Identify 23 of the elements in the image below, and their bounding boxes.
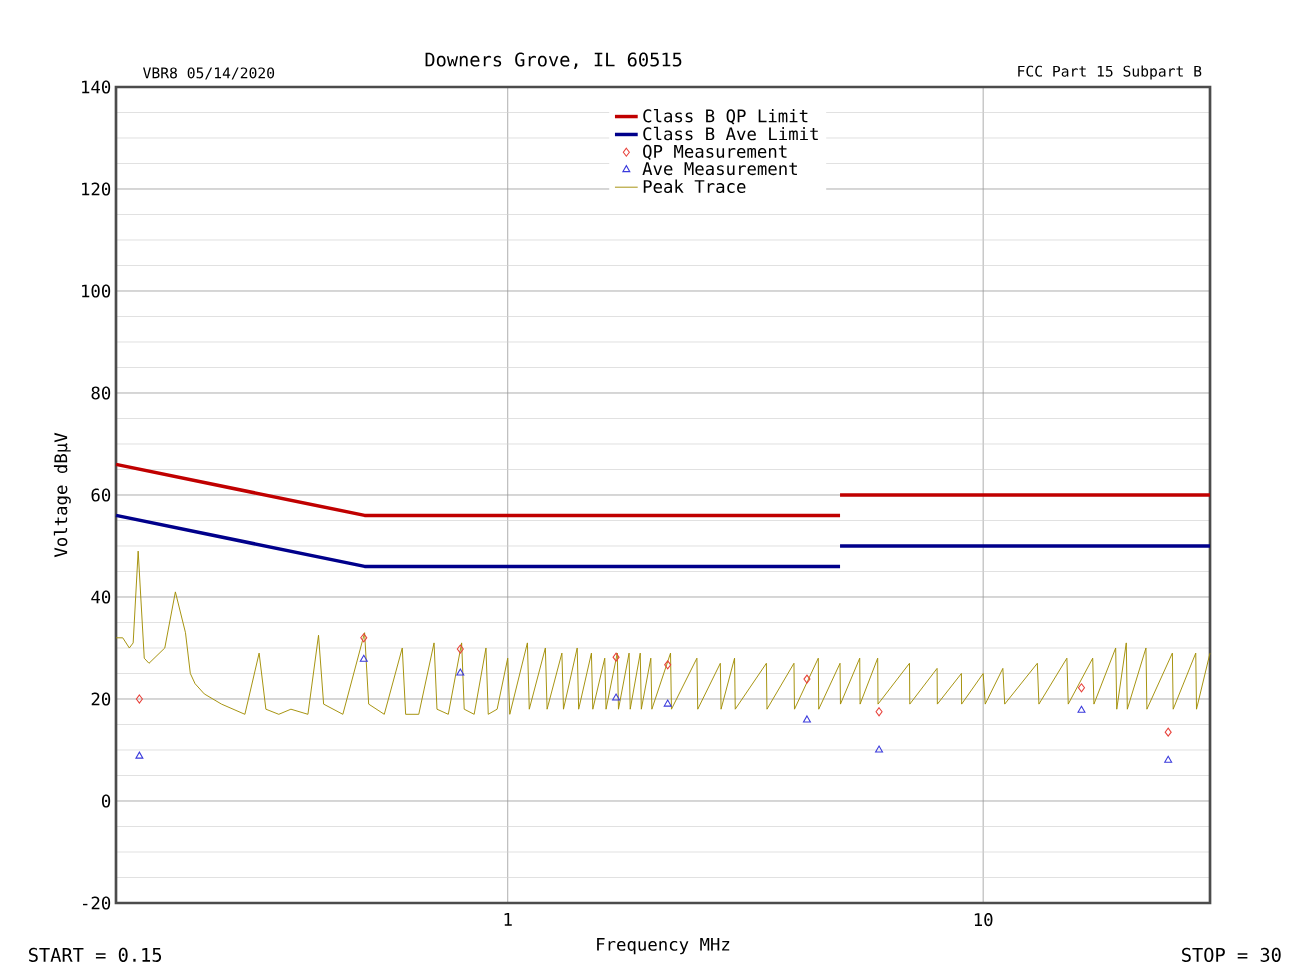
text: FCC Part 15 Subpart B — [1018, 65, 1202, 80]
text: START = 0.15 — [28, 947, 162, 962]
text: STOP = 30 — [1182, 947, 1281, 962]
y-axis-title: Voltage dBµV — [53, 432, 71, 558]
legend-label: Class B Ave Limit — [643, 126, 818, 141]
y-tick-label: 60 — [91, 488, 111, 502]
chart-subtitle: Downers Grove, IL 60515 — [425, 52, 682, 69]
y-tick-label: 40 — [91, 590, 111, 604]
legend-label: Class B QP Limit — [643, 108, 808, 125]
y-tick-label: 100 — [82, 284, 111, 298]
y-tick-label: 140 — [82, 80, 111, 94]
text: VBR8 05/14/2020 — [143, 67, 275, 80]
y-tick-label: 120 — [82, 182, 111, 196]
legend-label: Ave Measurement — [642, 162, 797, 176]
y-tick-label: -20 — [82, 896, 111, 910]
x-tick-label: 1 — [504, 913, 512, 926]
legend-label: Peak Trace — [643, 179, 746, 194]
y-tick-label: 20 — [91, 692, 111, 706]
y-tick-label: 0 — [101, 794, 111, 808]
x-tick-label: 10 — [974, 913, 993, 927]
x-axis-title: Frequency MHz — [597, 937, 730, 955]
legend-label: QP Measurement — [643, 144, 787, 160]
y-tick-label: 80 — [91, 386, 111, 400]
